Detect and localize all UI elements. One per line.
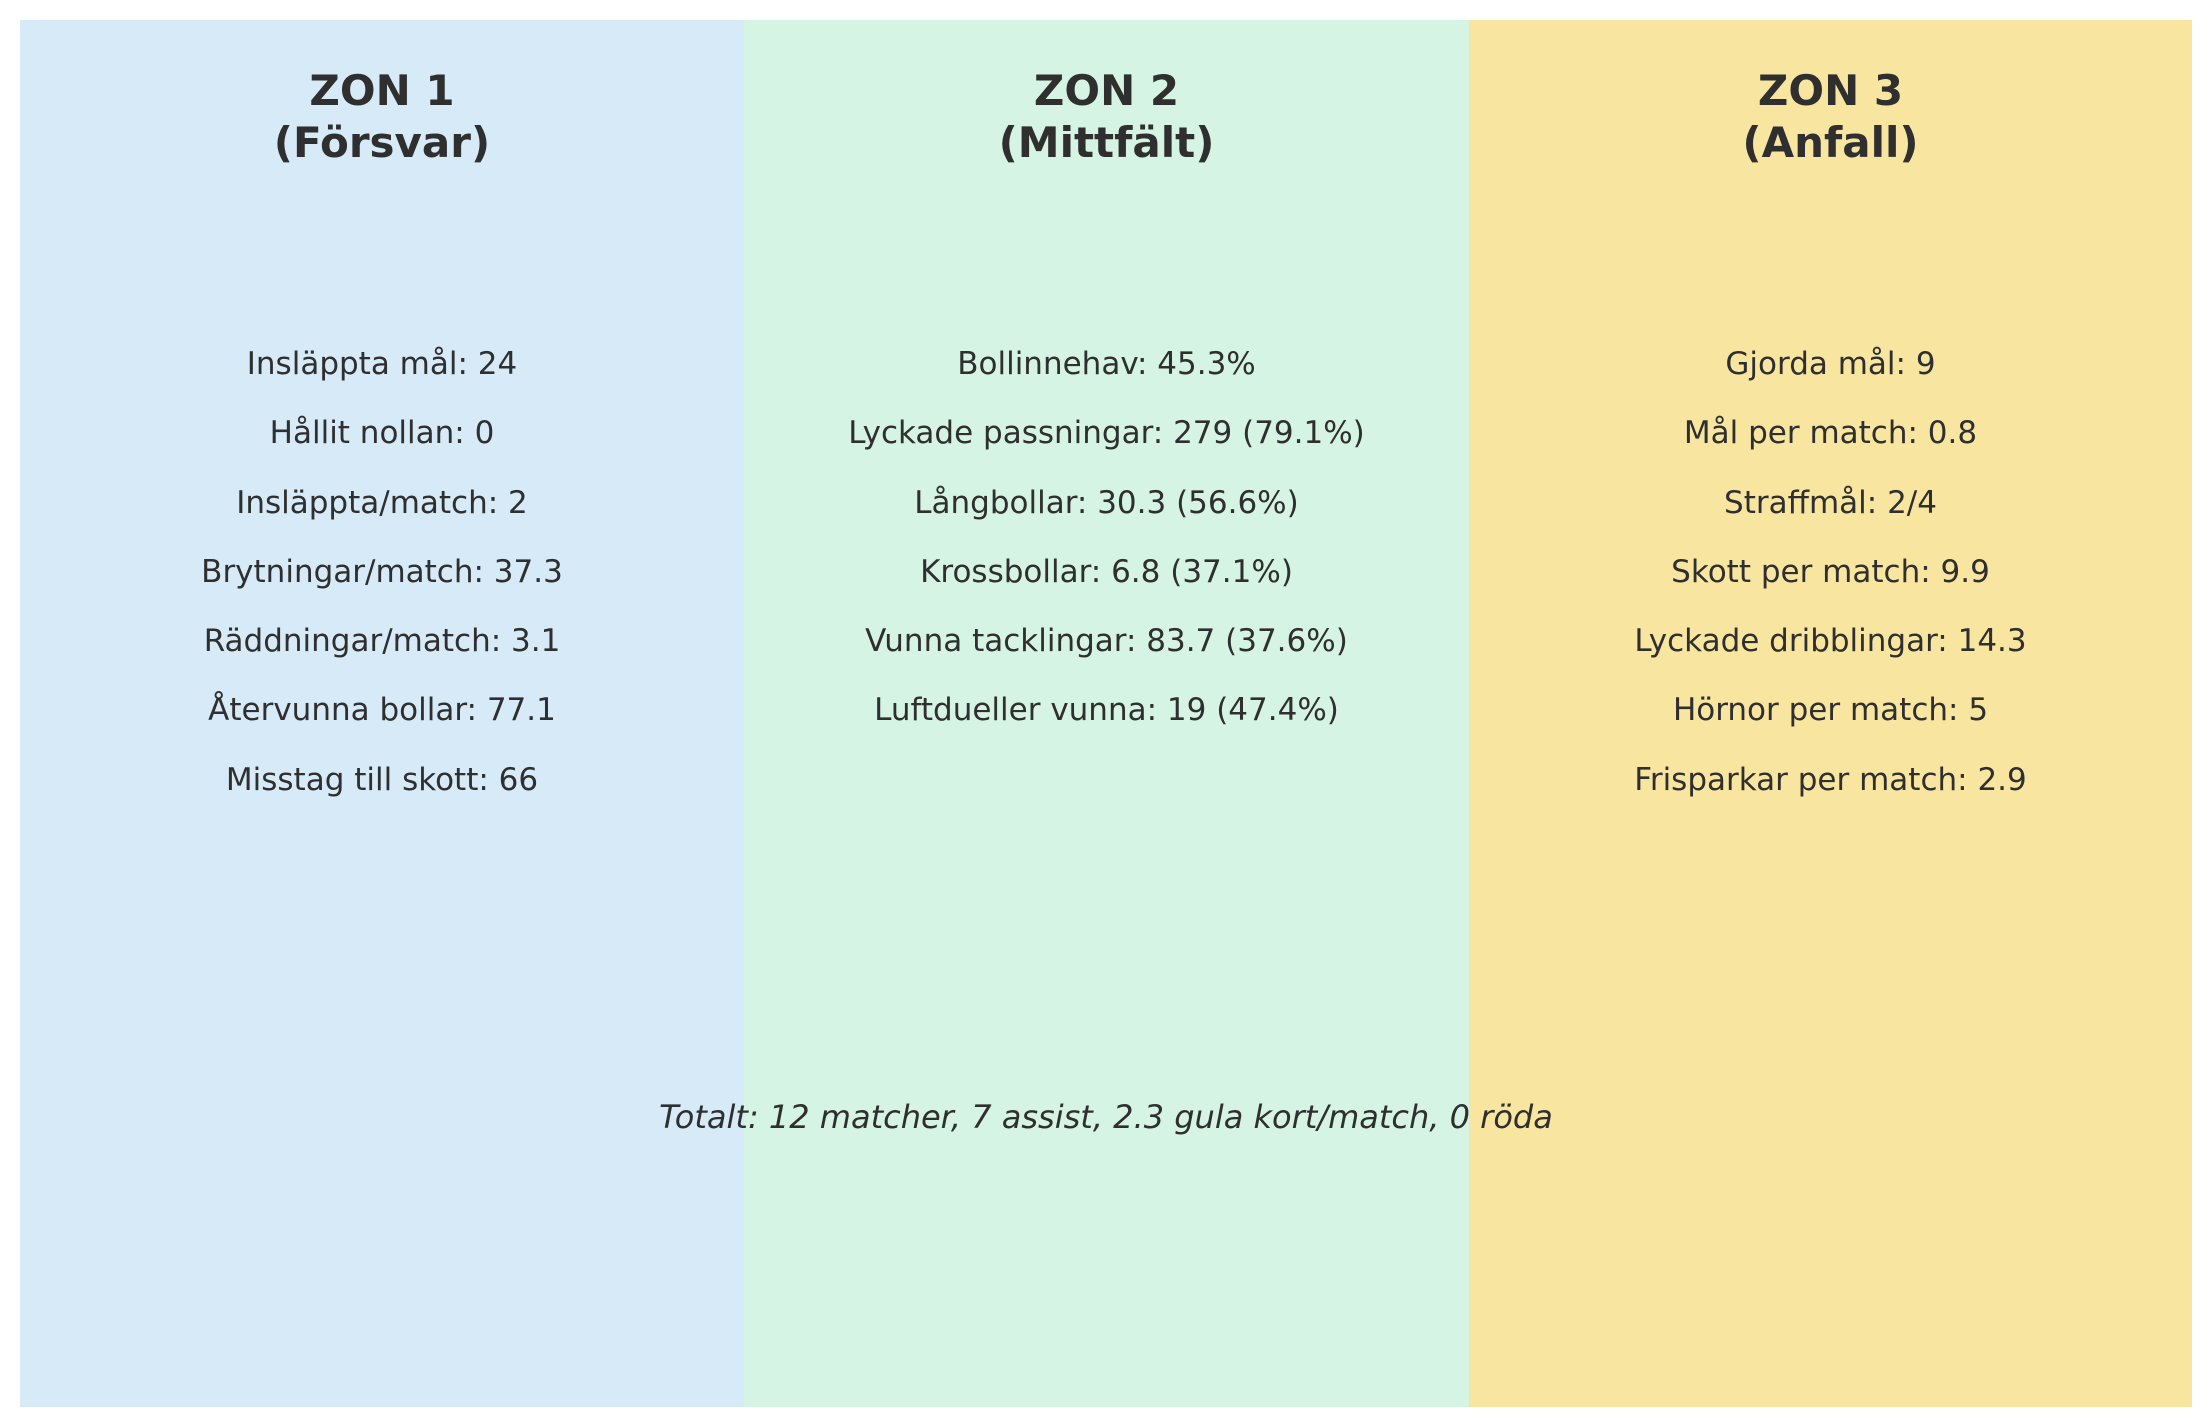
zone-title: ZON 2 (Mittfält) — [744, 65, 1469, 169]
zone-heading: ZON 1 — [309, 66, 455, 115]
stat-item: Luftdueller vunna: 19 (47.4%) — [874, 692, 1339, 729]
stat-item: Skott per match: 9.9 — [1671, 553, 1990, 590]
zone-attack: ZON 3 (Anfall) Gjorda mål: 9 Mål per mat… — [1469, 20, 2192, 1407]
stat-item: Återvunna bollar: 77.1 — [208, 692, 556, 729]
zone-subheading: (Anfall) — [1742, 118, 1919, 167]
stat-list: Gjorda mål: 9 Mål per match: 0.8 Straffm… — [1469, 330, 2192, 815]
stat-item: Bollinnehav: 45.3% — [957, 346, 1256, 382]
stat-item: Mål per match: 0.8 — [1683, 415, 1978, 452]
stat-item: Hållit nollan: 0 — [269, 415, 495, 452]
stat-item: Brytningar/match: 37.3 — [201, 553, 563, 590]
stat-item: Långbollar: 30.3 (56.6%) — [914, 484, 1299, 521]
stat-item: Hörnor per match: 5 — [1672, 692, 1989, 729]
stat-item: Gjorda mål: 9 — [1725, 346, 1936, 382]
stat-item: Räddningar/match: 3.1 — [203, 623, 561, 660]
stat-list: Insläppta mål: 24 Hållit nollan: 0 Inslä… — [20, 330, 744, 815]
stat-item: Lyckade passningar: 279 (79.1%) — [848, 415, 1365, 452]
stat-item: Insläppta/match: 2 — [236, 484, 528, 521]
zone-title: ZON 1 (Försvar) — [20, 65, 744, 169]
stat-list: Bollinnehav: 45.3% Lyckade passningar: 2… — [744, 330, 1469, 746]
stat-item: Vunna tacklingar: 83.7 (37.6%) — [865, 623, 1348, 660]
zone-title: ZON 3 (Anfall) — [1469, 65, 2192, 169]
stat-item: Frisparkar per match: 2.9 — [1634, 761, 2027, 798]
zone-heading: ZON 3 — [1757, 66, 1904, 115]
stat-item: Lyckade dribblingar: 14.3 — [1634, 623, 2027, 660]
stat-item: Misstag till skott: 66 — [225, 761, 539, 798]
stat-item: Straffmål: 2/4 — [1724, 484, 1937, 521]
zone-midfield: ZON 2 (Mittfält) Bollinnehav: 45.3% Lyck… — [744, 20, 1469, 1407]
season-summary: Totalt: 12 matcher, 7 assist, 2.3 gula k… — [659, 1098, 1553, 1136]
zone-subheading: (Försvar) — [273, 118, 491, 167]
stat-item: Krossbollar: 6.8 (37.1%) — [920, 553, 1293, 590]
zone-subheading: (Mittfält) — [998, 118, 1215, 167]
zone-board: ZON 1 (Försvar) Insläppta mål: 24 Hållit… — [20, 20, 2192, 1407]
zone-defense: ZON 1 (Försvar) Insläppta mål: 24 Hållit… — [20, 20, 744, 1407]
zone-heading: ZON 2 — [1033, 66, 1180, 115]
stat-item: Insläppta mål: 24 — [246, 346, 518, 382]
